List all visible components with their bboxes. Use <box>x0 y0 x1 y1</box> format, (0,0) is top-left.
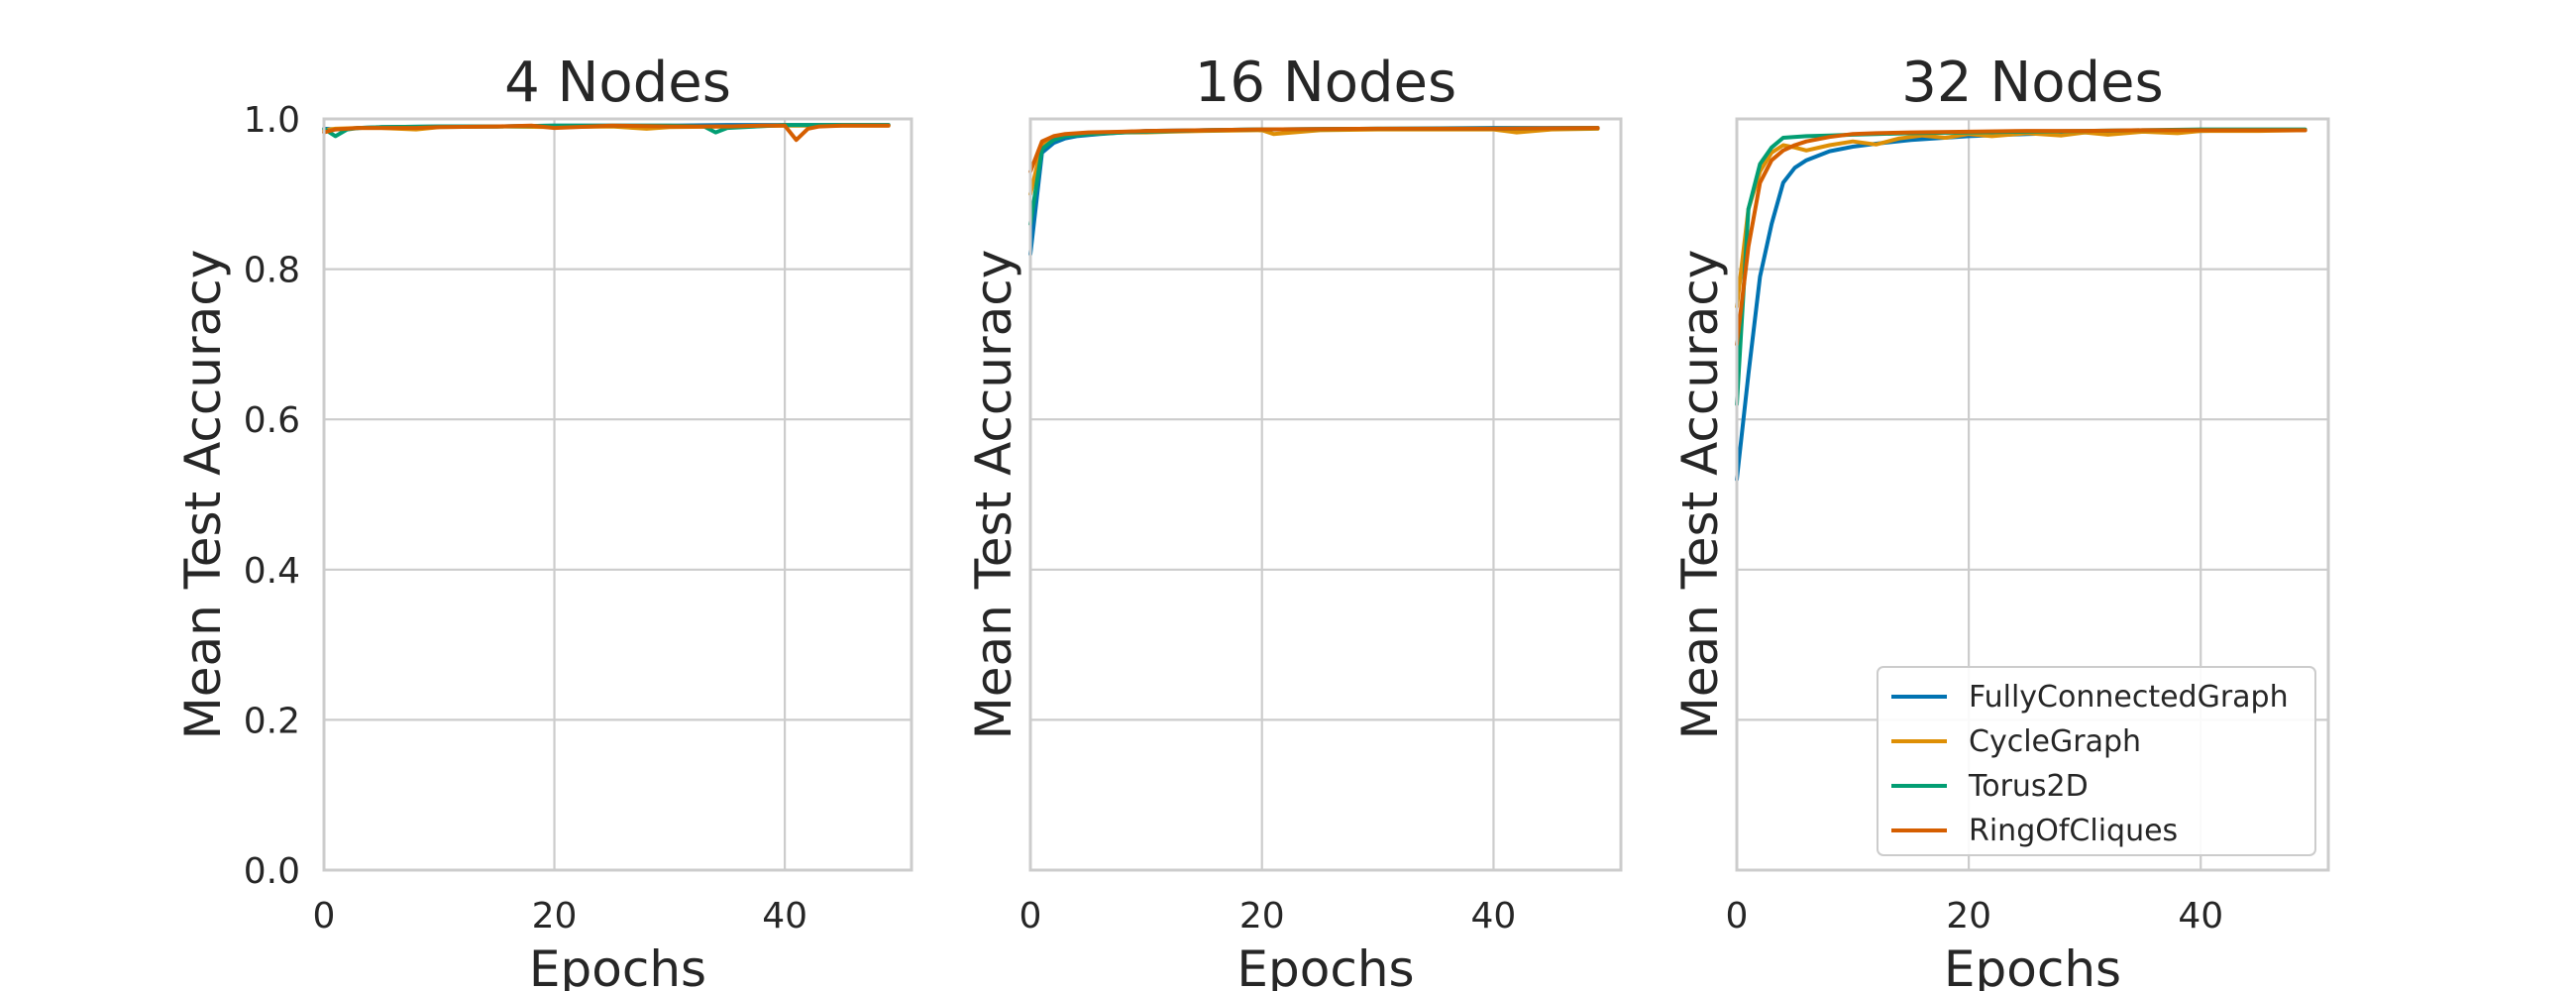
legend-label: Torus2D <box>1968 769 2089 804</box>
x-tick-label: 0 <box>313 896 336 936</box>
series-line-ringofcliques <box>1735 128 2308 347</box>
legend-box <box>1877 666 2316 856</box>
x-axis-label: Epochs <box>1944 940 2121 991</box>
x-tick-label: 20 <box>1946 896 1991 936</box>
y-tick-label: 0.2 <box>244 701 300 741</box>
legend-label: CycleGraph <box>1969 724 2141 759</box>
x-tick-label: 20 <box>1239 896 1285 936</box>
legend-label: FullyConnectedGraph <box>1969 680 2289 715</box>
y-tick-label: 0.0 <box>244 851 300 892</box>
y-tick-label: 1.0 <box>244 100 300 141</box>
x-axis-label: Epochs <box>1236 940 1414 991</box>
x-tick-label: 40 <box>1471 896 1517 936</box>
chart-title: 32 Nodes <box>1901 51 2163 115</box>
chart-title: 16 Nodes <box>1195 51 1456 115</box>
chart-panel-1: 4 Nodes 0 20 40 0.0 0.2 0.4 0.6 0.8 1.0 Epochs Mean… <box>174 51 913 991</box>
y-tick-label: 0.6 <box>244 400 300 441</box>
y-tick-label: 0.4 <box>244 551 300 592</box>
series-line-cyclegraph <box>1735 128 2308 309</box>
chart-panel-2: 16 Nodes 0 20 40 Epochs Mean Test Accuracy <box>965 51 1623 991</box>
y-axis-label: Mean Test Accuracy <box>174 250 232 740</box>
y-tick-label: 0.8 <box>244 251 300 291</box>
series-line-ringofcliques <box>1028 126 1600 174</box>
x-tick-label: 0 <box>1020 896 1042 936</box>
series-line-torus2d <box>1735 127 2308 406</box>
x-tick-label: 20 <box>532 896 578 936</box>
y-axis-label: Mean Test Accuracy <box>1671 250 1729 740</box>
plot-frame <box>322 117 913 872</box>
x-tick-label: 0 <box>1726 896 1749 936</box>
y-axis-label: Mean Test Accuracy <box>965 250 1022 740</box>
plot-frame <box>1028 117 1623 872</box>
series-line-ringofcliques <box>322 123 891 143</box>
x-axis-label: Epochs <box>529 940 706 991</box>
legend-label: RingOfCliques <box>1969 814 2178 848</box>
series-line-cyclegraph <box>1028 126 1600 196</box>
plot-frame <box>1735 117 2330 872</box>
chart-panel-3: 32 Nodes 0 20 40 Epochs Mean Test Accuracy Ful… <box>1671 51 2330 991</box>
series-line-fullyconnectedgraph <box>1028 126 1600 257</box>
x-tick-label: 40 <box>762 896 807 936</box>
legend: FullyConnectedGraph CycleGraph Torus2D Ring… <box>1877 666 2316 856</box>
series-line-fullyconnectedgraph <box>1735 128 2308 482</box>
series-line-torus2d <box>1028 126 1600 227</box>
x-tick-label: 40 <box>2178 896 2223 936</box>
chart-title: 4 Nodes <box>504 51 731 115</box>
